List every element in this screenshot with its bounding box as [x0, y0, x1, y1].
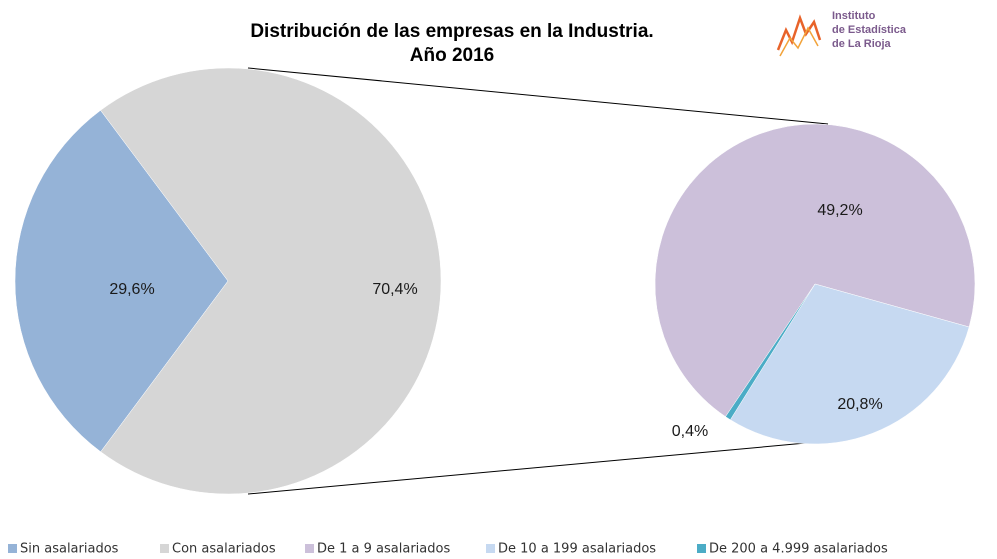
pie-slice: [100, 67, 442, 495]
data-label: 0,4%: [672, 423, 708, 440]
legend-swatch: [305, 544, 314, 553]
legend-label: Sin asalariados: [20, 542, 119, 557]
data-label: 29,6%: [109, 281, 154, 298]
legend-swatch: [160, 544, 169, 553]
legend-swatch: [486, 544, 495, 553]
legend-label: De 200 a 4.999 asalariados: [709, 542, 888, 557]
pie-slice: [729, 283, 970, 445]
logo-text: de La Rioja: [832, 38, 892, 50]
legend-label: Con asalariados: [172, 542, 276, 557]
pie-slice: [725, 283, 816, 421]
pie-slice: [14, 109, 229, 453]
chart-title: Distribución de las empresas en la Indus…: [250, 21, 653, 42]
data-label: 20,8%: [837, 396, 882, 413]
chart-subtitle: Año 2016: [410, 45, 494, 66]
legend-swatch: [697, 544, 706, 553]
logo-icon: [779, 26, 819, 57]
legend-label: De 1 a 9 asalariados: [317, 542, 450, 557]
connector-line: [247, 67, 829, 125]
data-label: 70,4%: [372, 281, 417, 298]
logo-icon: [776, 14, 822, 51]
data-label: 49,2%: [817, 202, 862, 219]
legend-swatch: [8, 544, 17, 553]
logo-text: Instituto: [832, 10, 876, 22]
logo: Instituto de Estadística de La Rioja: [776, 10, 907, 57]
pie-slice: [654, 123, 976, 417]
legend-label: De 10 a 199 asalariados: [498, 542, 656, 557]
connector-line: [247, 440, 829, 495]
logo-text: de Estadística: [832, 24, 907, 36]
